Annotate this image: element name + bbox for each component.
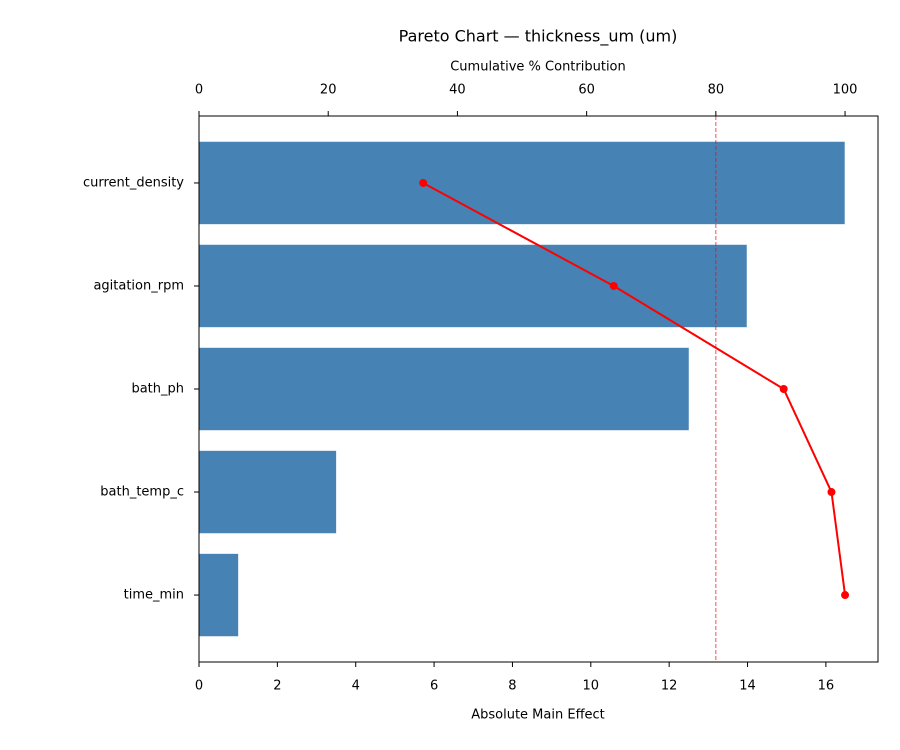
x-tick-label: 16: [818, 679, 835, 694]
bar: [199, 553, 239, 637]
x-tick-label: 8: [508, 679, 516, 694]
bar: [199, 347, 689, 431]
x2-tick-label: 20: [320, 83, 337, 98]
cumulative-point: [779, 385, 788, 393]
x-tick-label: 0: [195, 679, 203, 694]
x2-tick-label: 0: [195, 83, 203, 98]
x2-tick-label: 40: [449, 83, 466, 98]
y-tick-label: time_min: [124, 588, 184, 603]
bar: [199, 450, 337, 534]
cumulative-point: [841, 591, 850, 600]
cumulative-point: [419, 178, 428, 187]
y-tick-label: bath_temp_c: [100, 485, 184, 500]
bar: [199, 244, 747, 328]
x-tick-label: 14: [739, 679, 756, 694]
x-tick-label: 12: [661, 679, 678, 694]
x2-tick-label: 100: [833, 83, 858, 98]
cumulative-point: [827, 488, 836, 497]
y-tick-label: agitation_rpm: [93, 278, 184, 293]
y-tick-label: current_density: [83, 175, 184, 190]
x-tick-label: 4: [352, 679, 360, 694]
x2-tick-label: 60: [578, 83, 595, 98]
cumulative-point: [609, 281, 618, 290]
x2-tick-label: 80: [708, 83, 725, 98]
x-axis-label: Absolute Main Effect: [471, 708, 605, 723]
x-tick-label: 2: [273, 679, 281, 694]
x2-axis-label: Cumulative % Contribution: [450, 60, 626, 75]
x-tick-label: 6: [430, 679, 438, 694]
bar: [199, 141, 845, 225]
x-tick-label: 10: [583, 679, 600, 694]
y-tick-label: bath_ph: [131, 382, 184, 397]
chart-title: Pareto Chart — thickness_um (um): [399, 27, 678, 47]
